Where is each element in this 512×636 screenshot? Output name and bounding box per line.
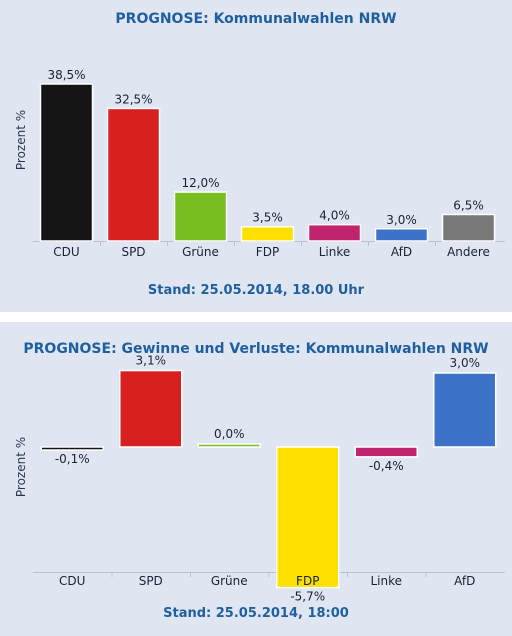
category-label: CDU <box>59 574 85 588</box>
category-label: Grüne <box>182 245 219 259</box>
bar <box>307 223 362 242</box>
bar <box>106 107 161 242</box>
category-label: Grüne <box>211 574 248 588</box>
category-label: AfD <box>454 574 475 588</box>
y-axis-label: Prozent % <box>14 437 28 497</box>
bar <box>197 443 261 448</box>
category-label: AfD <box>391 245 412 259</box>
category-label: Linke <box>319 245 351 259</box>
chart-footer: Stand: 25.05.2014, 18:00 <box>163 606 349 621</box>
bar-value-label: 0,0% <box>214 427 245 441</box>
bar <box>441 213 496 242</box>
bar-value-label: 12,0% <box>181 176 219 190</box>
chart-panel-changes: PROGNOSE: Gewinne und Verluste: Kommunal… <box>0 322 512 636</box>
bar-value-label: 3,0% <box>386 213 417 227</box>
bar <box>354 446 418 458</box>
bar-value-label: 6,5% <box>453 198 484 212</box>
chart-title: PROGNOSE: Gewinne und Verluste: Kommunal… <box>23 341 489 357</box>
chart-footer: Stand: 25.05.2014, 18.00 Uhr <box>147 283 365 298</box>
bar <box>40 446 104 451</box>
category-label: SPD <box>139 574 163 588</box>
category-label: Andere <box>447 245 490 259</box>
chart-title: PROGNOSE: Kommunalwahlen NRW <box>115 11 397 27</box>
results-bar-chart: Prozent % 38,5% CDU 32,5% SPD 12,0% Grüne 3,5% F… <box>14 68 505 259</box>
category-label: FDP <box>296 574 319 588</box>
bar-value-label: 3,1% <box>136 354 167 368</box>
changes-bar-chart: Prozent % -0,1% CDU 3,1% SPD 0,0% Grüne -5,7% FD… <box>14 354 505 604</box>
bar-value-label: -5,7% <box>290 590 325 604</box>
bar <box>39 83 94 242</box>
bar <box>119 369 183 448</box>
bar-value-label: 32,5% <box>114 92 152 106</box>
y-axis-label: Prozent % <box>14 110 28 170</box>
bar <box>374 228 429 242</box>
bar <box>433 372 497 448</box>
bar-value-label: 38,5% <box>47 68 85 82</box>
bar-value-label: 3,0% <box>450 356 481 370</box>
bar <box>276 446 340 589</box>
bar-value-label: 3,5% <box>252 211 283 225</box>
category-label: Linke <box>370 574 402 588</box>
bar-value-label: 4,0% <box>319 209 350 223</box>
bar <box>173 191 228 242</box>
chart-panel-results: PROGNOSE: Kommunalwahlen NRW Prozent % 38… <box>0 0 512 312</box>
bar-value-label: -0,4% <box>369 459 404 473</box>
bar-value-label: -0,1% <box>55 452 90 466</box>
category-label: FDP <box>256 245 279 259</box>
category-label: SPD <box>121 245 145 259</box>
category-label: CDU <box>53 245 79 259</box>
bar <box>240 225 295 242</box>
